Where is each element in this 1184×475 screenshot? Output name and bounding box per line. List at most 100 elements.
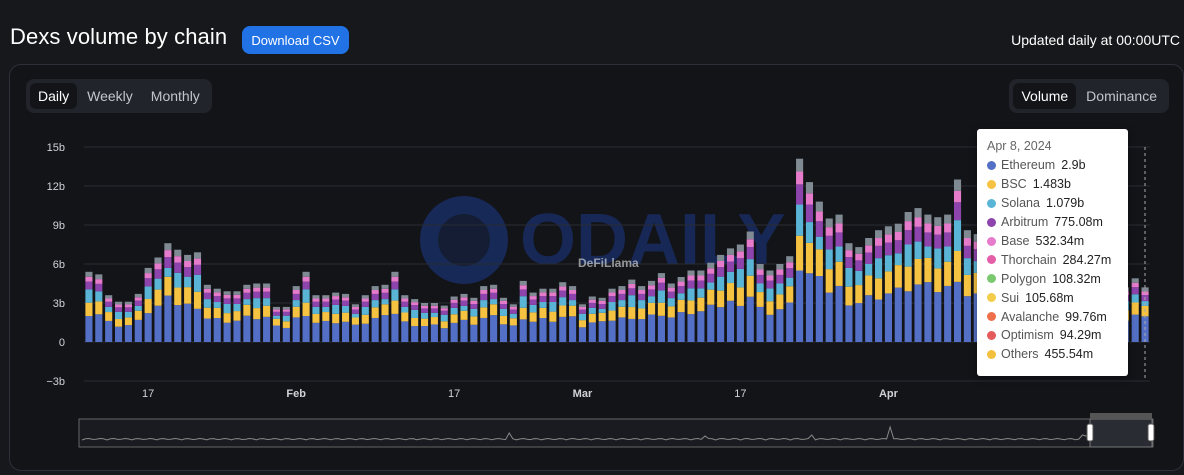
bar-segment-base[interactable] [638,290,646,294]
bar-segment-ethereum[interactable] [904,291,912,342]
bar-segment-bsc[interactable] [578,320,587,328]
bar-segment-ethereum[interactable] [342,321,350,342]
bar-segment-ethereum[interactable] [845,305,853,342]
bar-segment-base[interactable] [203,288,211,293]
bar-segment-others[interactable] [470,297,478,301]
bar-segment-base[interactable] [796,171,804,185]
bar-segment-solana[interactable] [272,315,281,319]
bar-segment-others[interactable] [420,303,429,306]
bar-segment-bsc[interactable] [726,283,735,301]
bar-segment-solana[interactable] [618,300,626,307]
bar-segment-base[interactable] [233,294,241,299]
bar-segment-base[interactable] [944,223,952,233]
bar-segment-arbitrum[interactable] [184,267,192,277]
bar-segment-others[interactable] [677,277,685,282]
bar-segment-ethereum[interactable] [657,315,665,342]
bar-segment-arbitrum[interactable] [440,310,448,315]
bar-segment-ethereum[interactable] [154,305,162,342]
bar-segment-ethereum[interactable] [934,292,942,342]
bar-segment-solana[interactable] [193,274,202,292]
bar-segment-solana[interactable] [805,222,814,243]
bar-segment-base[interactable] [124,304,132,308]
bar-segment-ethereum[interactable] [351,324,359,342]
bar-segment-others[interactable] [697,270,705,276]
bar-segment-ethereum[interactable] [578,327,587,342]
bar-segment-bsc[interactable] [647,302,656,315]
bar-segment-arbitrum[interactable] [411,305,419,310]
bar-segment-others[interactable] [618,286,626,291]
bar-segment-solana[interactable] [539,302,547,308]
bar-segment-others[interactable] [440,305,448,309]
bar-segment-bsc[interactable] [835,261,843,286]
bar-segment-base[interactable] [430,305,438,309]
bar-segment-base[interactable] [460,297,468,301]
bar-segment-ethereum[interactable] [223,322,231,342]
bar-segment-ethereum[interactable] [963,296,971,342]
bar-segment-others[interactable] [944,214,952,224]
bar-segment-solana[interactable] [598,308,606,313]
bar-segment-others[interactable] [114,301,123,305]
bar-segment-others[interactable] [322,295,330,299]
bar-segment-ethereum[interactable] [460,319,468,342]
bar-segment-bsc[interactable] [292,306,300,318]
bar-segment-arbitrum[interactable] [736,258,744,269]
bar-segment-solana[interactable] [756,283,764,293]
bar-segment-arbitrum[interactable] [213,296,221,303]
bar-segment-others[interactable] [411,299,419,303]
bar-segment-bsc[interactable] [865,275,873,296]
bar-segment-base[interactable] [401,298,409,302]
bar-segment-arbitrum[interactable] [292,293,300,301]
tab-daily[interactable]: Daily [30,83,78,109]
bar-segment-ethereum[interactable] [332,323,340,342]
bar-segment-others[interactable] [746,231,754,240]
bar-segment-ethereum[interactable] [381,315,389,342]
bar-segment-ethereum[interactable] [796,270,804,342]
bar-segment-bsc[interactable] [233,311,241,321]
bar-segment-others[interactable] [1131,278,1139,283]
bar-segment-arbitrum[interactable] [272,311,281,316]
bar-segment-base[interactable] [845,250,853,258]
bar-segment-others[interactable] [825,218,833,228]
bar-segment-solana[interactable] [430,312,438,318]
bar-segment-base[interactable] [578,306,587,310]
bar-segment-ethereum[interactable] [628,318,636,342]
bar-segment-ethereum[interactable] [855,303,863,342]
bar-segment-base[interactable] [302,276,310,282]
bar-segment-ethereum[interactable] [174,305,182,342]
bar-segment-bsc[interactable] [144,299,152,314]
bar-segment-base[interactable] [144,273,152,279]
bar-segment-bsc[interactable] [223,313,231,323]
bar-segment-ethereum[interactable] [1131,314,1139,342]
bar-segment-arbitrum[interactable] [815,221,823,237]
bar-segment-others[interactable] [134,293,142,298]
bar-segment-solana[interactable] [657,290,665,303]
bar-segment-solana[interactable] [677,293,685,300]
bar-segment-others[interactable] [559,282,567,287]
bar-segment-others[interactable] [963,230,971,239]
bar-segment-ethereum[interactable] [776,309,784,342]
bar-segment-arbitrum[interactable] [253,291,261,299]
bar-segment-base[interactable] [450,299,458,303]
bar-segment-base[interactable] [420,305,429,309]
bar-segment-base[interactable] [726,254,735,262]
bar-segment-bsc[interactable] [875,278,883,300]
bar-segment-ethereum[interactable] [598,321,606,342]
bar-segment-others[interactable] [193,252,202,259]
bar-segment-others[interactable] [875,230,883,239]
tab-weekly[interactable]: Weekly [79,83,141,109]
bar-segment-ethereum[interactable] [559,316,567,342]
bar-segment-ethereum[interactable] [539,318,547,342]
bar-segment-arbitrum[interactable] [786,268,794,278]
bar-segment-ethereum[interactable] [717,307,725,342]
bar-segment-base[interactable] [381,288,389,293]
bar-segment-others[interactable] [796,158,804,172]
bar-segment-arbitrum[interactable] [519,289,527,297]
bar-segment-base[interactable] [707,268,715,274]
bar-segment-base[interactable] [647,285,656,290]
bar-segment-arbitrum[interactable] [401,301,409,307]
bar-segment-arbitrum[interactable] [332,299,340,305]
bar-segment-bsc[interactable] [657,302,665,316]
bar-segment-arbitrum[interactable] [796,184,804,205]
bar-segment-base[interactable] [934,225,942,235]
bar-segment-others[interactable] [292,286,300,291]
